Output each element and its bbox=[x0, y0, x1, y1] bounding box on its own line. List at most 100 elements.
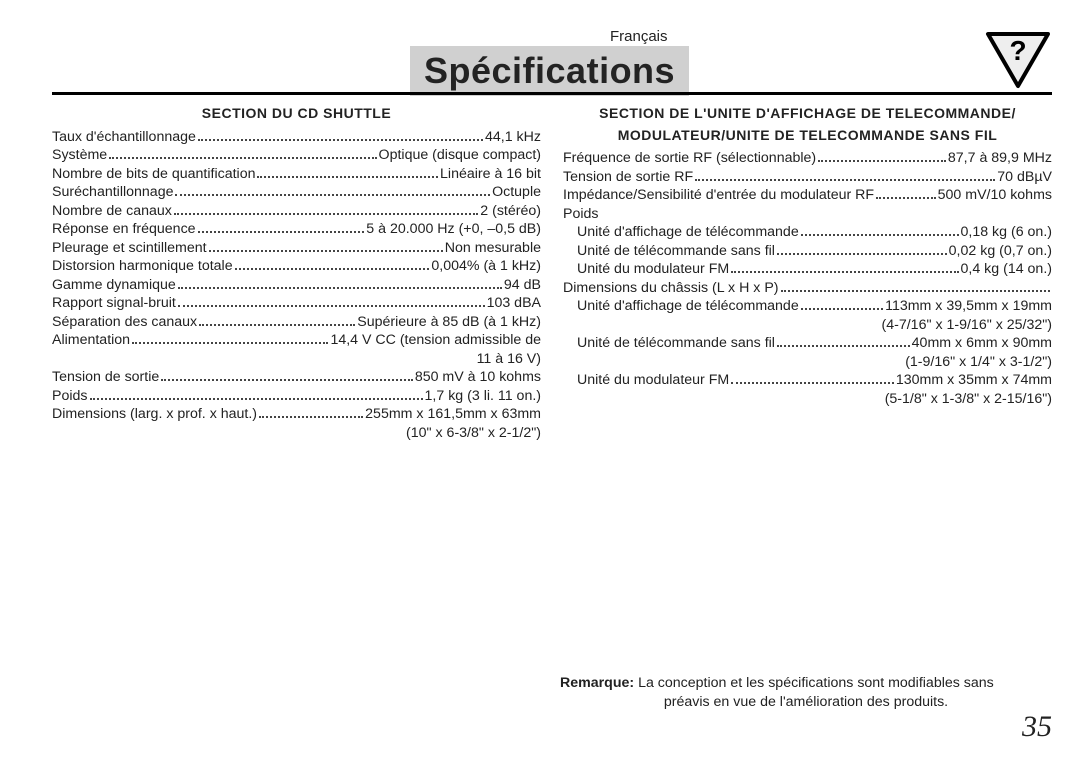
leader-dots bbox=[199, 324, 355, 326]
spec-row: Gamme dynamique 94 dB bbox=[52, 276, 541, 295]
spec-label: Rapport signal-bruit bbox=[52, 294, 176, 313]
spec-value: Supérieure à 85 dB (à 1 kHz) bbox=[357, 313, 541, 332]
spec-row: Dimensions (larg. x prof. x haut.) 255mm… bbox=[52, 405, 541, 424]
spec-row: Pleurage et scintillement Non mesurable bbox=[52, 239, 541, 258]
spec-label: Taux d'échantillonnage bbox=[52, 128, 196, 147]
spec-row: Rapport signal-bruit 103 dBA bbox=[52, 294, 541, 313]
spec-value: 87,7 à 89,9 MHz bbox=[948, 149, 1052, 168]
spec-value: 14,4 V CC (tension admissible de bbox=[330, 331, 541, 350]
top-rule bbox=[52, 92, 1052, 95]
spec-value: (1-9/16" x 1/4" x 3-1/2") bbox=[905, 353, 1052, 372]
leader-dots bbox=[781, 290, 1050, 292]
spec-row: (10" x 6-3/8" x 2-1/2") bbox=[52, 424, 541, 443]
spec-row: Poids 1,7 kg (3 li. 11 on.) bbox=[52, 387, 541, 406]
spec-row: Distorsion harmonique totale 0,004% (à 1… bbox=[52, 257, 541, 276]
leader-dots bbox=[132, 342, 328, 344]
spec-label: Tension de sortie bbox=[52, 368, 159, 387]
spec-row: Unité de télécommande sans fil 0,02 kg (… bbox=[563, 242, 1052, 261]
spec-value: 44,1 kHz bbox=[485, 128, 541, 147]
left-section-heading: SECTION DU CD SHUTTLE bbox=[52, 104, 541, 123]
leader-dots bbox=[876, 197, 936, 199]
spec-label: Séparation des canaux bbox=[52, 313, 197, 332]
page-title: Spécifications bbox=[410, 46, 689, 96]
spec-row: Unité d'affichage de télécommande 0,18 k… bbox=[563, 223, 1052, 242]
spec-value: 255mm x 161,5mm x 63mm bbox=[365, 405, 541, 424]
spec-value: 0,4 kg (14 on.) bbox=[961, 260, 1053, 279]
leader-dots bbox=[235, 268, 430, 270]
spec-value: Octuple bbox=[492, 183, 541, 202]
spec-row: Unité d'affichage de télécommande 113mm … bbox=[563, 297, 1052, 316]
spec-label: Poids bbox=[52, 387, 88, 406]
content-columns: SECTION DU CD SHUTTLE Taux d'échantillon… bbox=[52, 104, 1052, 442]
spec-label: Gamme dynamique bbox=[52, 276, 176, 295]
leader-dots bbox=[109, 157, 376, 159]
spec-value: 850 mV à 10 kohms bbox=[415, 368, 541, 387]
leader-dots bbox=[257, 176, 438, 178]
right-section-heading-2: MODULATEUR/UNITE DE TELECOMMANDE SANS FI… bbox=[563, 126, 1052, 145]
spec-value: 2 (stéréo) bbox=[480, 202, 541, 221]
leader-dots bbox=[198, 139, 483, 141]
leader-dots bbox=[777, 345, 910, 347]
spec-row: Unité du modulateur FM 0,4 kg (14 on.) bbox=[563, 260, 1052, 279]
leader-dots bbox=[801, 234, 959, 236]
spec-row: Unité de télécommande sans fil 40mm x 6m… bbox=[563, 334, 1052, 353]
spec-value: (5-1/8" x 1-3/8" x 2-15/16") bbox=[885, 390, 1052, 409]
leader-dots bbox=[178, 305, 485, 307]
spec-value: Optique (disque compact) bbox=[379, 146, 541, 165]
leader-dots bbox=[174, 213, 478, 215]
spec-row: Impédance/Sensibilité d'entrée du modula… bbox=[563, 186, 1052, 205]
leader-dots bbox=[801, 308, 883, 310]
spec-label: Unité d'affichage de télécommande bbox=[563, 297, 799, 316]
spec-row: 11 à 16 V) bbox=[52, 350, 541, 369]
spec-value: 94 dB bbox=[504, 276, 541, 295]
leader-dots bbox=[731, 271, 958, 273]
spec-row: Réponse en fréquence 5 à 20.000 Hz (+0, … bbox=[52, 220, 541, 239]
spec-value: 70 dBµV bbox=[997, 168, 1052, 187]
left-column: SECTION DU CD SHUTTLE Taux d'échantillon… bbox=[52, 104, 541, 442]
spec-value: 0,004% (à 1 kHz) bbox=[431, 257, 541, 276]
leader-dots bbox=[818, 160, 946, 162]
spec-value: (4-7/16" x 1-9/16" x 25/32") bbox=[882, 316, 1052, 335]
spec-value: 130mm x 35mm x 74mm bbox=[896, 371, 1052, 390]
note: Remarque: La conception et les spécifica… bbox=[560, 674, 1052, 711]
spec-label: Distorsion harmonique totale bbox=[52, 257, 233, 276]
spec-value: Linéaire à 16 bit bbox=[440, 165, 541, 184]
spec-label: Unité du modulateur FM bbox=[563, 371, 729, 390]
spec-label: Réponse en fréquence bbox=[52, 220, 196, 239]
spec-value: 0,02 kg (0,7 on.) bbox=[949, 242, 1052, 261]
spec-row: (1-9/16" x 1/4" x 3-1/2") bbox=[563, 353, 1052, 372]
spec-row: Taux d'échantillonnage 44,1 kHz bbox=[52, 128, 541, 147]
spec-value: (10" x 6-3/8" x 2-1/2") bbox=[406, 424, 541, 443]
note-label: Remarque: bbox=[560, 675, 634, 691]
spec-row: Fréquence de sortie RF (sélectionnable) … bbox=[563, 149, 1052, 168]
spec-row: Nombre de bits de quantification Linéair… bbox=[52, 165, 541, 184]
spec-label: Unité de télécommande sans fil bbox=[563, 334, 775, 353]
leader-dots bbox=[178, 287, 502, 289]
spec-label: Tension de sortie RF bbox=[563, 168, 693, 187]
leader-dots bbox=[209, 250, 443, 252]
spec-value: 103 dBA bbox=[487, 294, 541, 313]
spec-row: (4-7/16" x 1-9/16" x 25/32") bbox=[563, 316, 1052, 335]
leader-dots bbox=[731, 382, 894, 384]
spec-value: Non mesurable bbox=[445, 239, 541, 258]
right-column: SECTION DE L'UNITE D'AFFICHAGE DE TELECO… bbox=[563, 104, 1052, 442]
svg-text:?: ? bbox=[1009, 35, 1026, 66]
help-icon: ? bbox=[984, 28, 1052, 96]
spec-label: Pleurage et scintillement bbox=[52, 239, 207, 258]
spec-value: 500 mV/10 kohms bbox=[938, 186, 1052, 205]
header-bar: Français Spécifications ? bbox=[52, 28, 1052, 88]
spec-value: 5 à 20.000 Hz (+0, –0,5 dB) bbox=[366, 220, 541, 239]
spec-row: (5-1/8" x 1-3/8" x 2-15/16") bbox=[563, 390, 1052, 409]
spec-label: Nombre de bits de quantification bbox=[52, 165, 255, 184]
leader-dots bbox=[259, 416, 363, 418]
spec-label: Suréchantillonnage bbox=[52, 183, 173, 202]
spec-label: Alimentation bbox=[52, 331, 130, 350]
spec-label: Dimensions du châssis (L x H x P) bbox=[563, 279, 779, 298]
leader-dots bbox=[90, 398, 423, 400]
spec-label: Nombre de canaux bbox=[52, 202, 172, 221]
spec-value: 11 à 16 V) bbox=[477, 350, 541, 369]
leader-dots bbox=[175, 194, 490, 196]
spec-label: Unité de télécommande sans fil bbox=[563, 242, 775, 261]
spec-row: Suréchantillonnage Octuple bbox=[52, 183, 541, 202]
spec-label: Impédance/Sensibilité d'entrée du modula… bbox=[563, 186, 874, 205]
